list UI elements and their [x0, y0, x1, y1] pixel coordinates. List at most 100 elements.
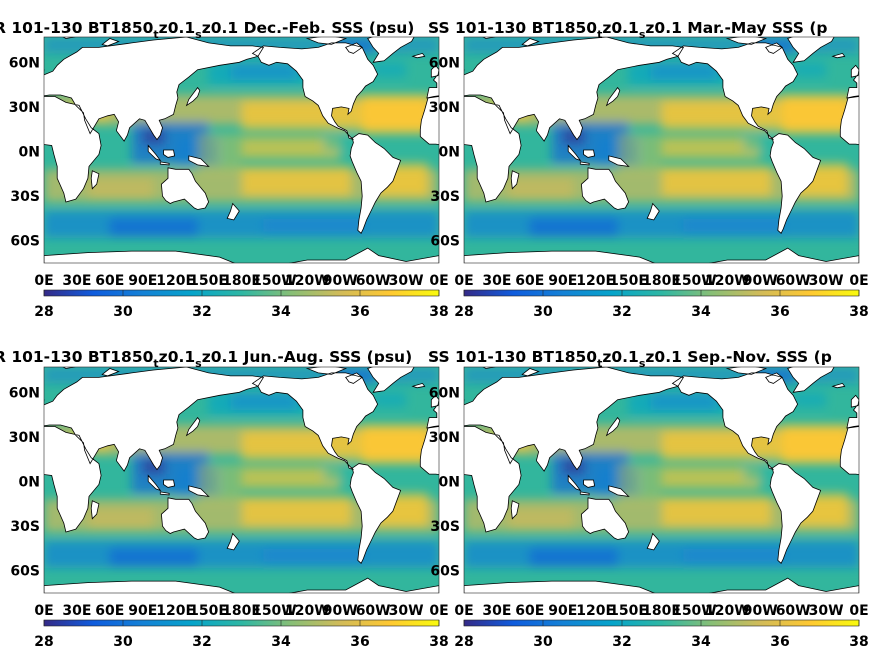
axes-frame: [463, 366, 860, 594]
salinity-band: [323, 463, 357, 482]
x-tick-label: 120E: [156, 273, 195, 289]
y-tick-label: 30N: [9, 100, 40, 116]
y-tick-label: 60S: [430, 234, 460, 250]
salinity-band: [362, 94, 429, 134]
colorbar-tick-label: 34: [271, 634, 291, 650]
title-part: t: [597, 357, 602, 370]
title-part: z0.1: [159, 19, 195, 37]
salinity-band: [323, 133, 357, 152]
y-tick-label: 30S: [10, 189, 40, 205]
title-part: s: [639, 28, 646, 41]
title-part: R 101-130 BT1850: [0, 348, 154, 366]
y-tick-label: 60N: [429, 385, 460, 401]
x-tick-label: 180E: [642, 603, 681, 619]
salinity-band: [661, 166, 772, 197]
x-tick-label: 90E: [128, 603, 157, 619]
title-part: t: [153, 28, 158, 41]
title-part: z0.1: [159, 348, 195, 366]
x-tick-label: 60W: [356, 603, 391, 619]
x-tick-label: 0E: [454, 603, 473, 619]
salinity-band: [743, 133, 777, 152]
title-part: z0.1 Sep.-Nov. SSS (p: [645, 348, 831, 366]
salinity-band: [617, 463, 662, 503]
panel-title: R 101-130 BT1850tz0.1sz0.1 Jun.-Aug. SSS…: [0, 348, 412, 370]
salinity-band: [529, 218, 618, 237]
salinity-band: [241, 496, 352, 527]
colorbar-tick-label: 28: [34, 634, 53, 650]
salinity-band: [464, 540, 859, 568]
x-tick-label: 120W: [705, 273, 750, 289]
colorbar-tick-label: 28: [454, 634, 473, 650]
title-part: s: [195, 357, 202, 370]
x-tick-label: 0E: [34, 273, 53, 289]
colorbar-tick-label: 30: [113, 634, 133, 650]
salinity-band: [793, 62, 827, 78]
salinity-band: [782, 424, 849, 464]
x-tick-label: 150W: [252, 603, 297, 619]
y-tick-label: 30N: [9, 430, 40, 446]
salinity-band: [373, 392, 407, 408]
colorbar-tick-label: 34: [691, 304, 711, 320]
x-tick-label: 180E: [222, 273, 261, 289]
salinity-band: [683, 218, 783, 234]
salinity-band: [661, 466, 761, 489]
title-part: z0.1 Dec.-Feb. SSS (psu): [202, 19, 415, 37]
salinity-band: [197, 463, 242, 503]
salinity-band: [241, 136, 341, 159]
colorbar-tick-label: 34: [691, 634, 711, 650]
salinity-band: [661, 136, 761, 159]
colorbar-tick-label: 36: [350, 634, 369, 650]
title-part: R 101-130 BT1850: [0, 19, 154, 37]
colorbar-tick-label: 30: [113, 304, 133, 320]
x-tick-label: 30E: [62, 603, 91, 619]
y-tick-label: 0N: [19, 474, 40, 490]
x-tick-label: 150W: [252, 273, 297, 289]
colorbar: 28 30 32 34 36 38: [454, 619, 869, 650]
title-part: z0.1 Jun.-Aug. SSS (psu): [202, 348, 412, 366]
map-panel-2: 60N 30N 0N 30S 60S 0E 30E 60E 90E120E150E180E150…: [429, 36, 869, 320]
title-part: s: [195, 28, 202, 41]
x-tick-label: 120W: [705, 603, 750, 619]
salinity-band: [87, 178, 154, 200]
x-tick-label: 120W: [285, 603, 330, 619]
x-tick-label: 150E: [609, 603, 648, 619]
y-tick-label: 60S: [430, 564, 460, 580]
salinity-band: [529, 548, 618, 567]
salinity-band: [230, 62, 297, 81]
colorbar: 28 30 32 34 36 38: [34, 619, 449, 650]
x-tick-label: 0E: [429, 603, 448, 619]
salinity-band: [782, 94, 849, 134]
x-tick-label: 90E: [548, 273, 577, 289]
salinity-band: [241, 166, 352, 197]
x-tick-label: 180E: [222, 603, 261, 619]
y-tick-label: 0N: [439, 144, 460, 160]
colorbar-tick-label: 36: [770, 634, 789, 650]
x-tick-label: 90W: [743, 273, 778, 289]
map-panel-4: 60N 30N 0N 30S 60S 0E 30E 60E 90E120E150E180E150…: [429, 366, 869, 650]
x-tick-label: 180E: [642, 273, 681, 289]
colorbar-gradient: [43, 289, 440, 297]
x-tick-label: 90E: [128, 273, 157, 289]
colorbar-tick-label: 38: [849, 304, 868, 320]
colorbar-tick-label: 30: [533, 304, 553, 320]
panel-title: SS 101-130 BT1850tz0.1sz0.1 Mar.-May SSS…: [428, 19, 828, 41]
colorbar-gradient: [463, 289, 860, 297]
salinity-band: [241, 466, 341, 489]
x-tick-label: 120E: [576, 603, 615, 619]
colorbar-tick-label: 36: [350, 304, 369, 320]
y-tick-label: 0N: [19, 144, 40, 160]
salinity-band: [507, 508, 574, 530]
salinity-band: [362, 424, 429, 464]
colorbar: 28 30 32 34 36 38: [454, 289, 869, 320]
x-tick-label: 60W: [776, 273, 811, 289]
land-mask: [464, 37, 859, 263]
colorbar-tick-label: 38: [429, 304, 448, 320]
axes-frame: [463, 36, 860, 264]
x-tick-label: 0E: [849, 273, 868, 289]
colorbar-tick-label: 34: [271, 304, 291, 320]
x-tick-label: 0E: [34, 603, 53, 619]
land-mask: [44, 367, 439, 593]
axes-frame: [43, 366, 440, 594]
x-tick-label: 0E: [849, 603, 868, 619]
salinity-band: [44, 540, 439, 568]
